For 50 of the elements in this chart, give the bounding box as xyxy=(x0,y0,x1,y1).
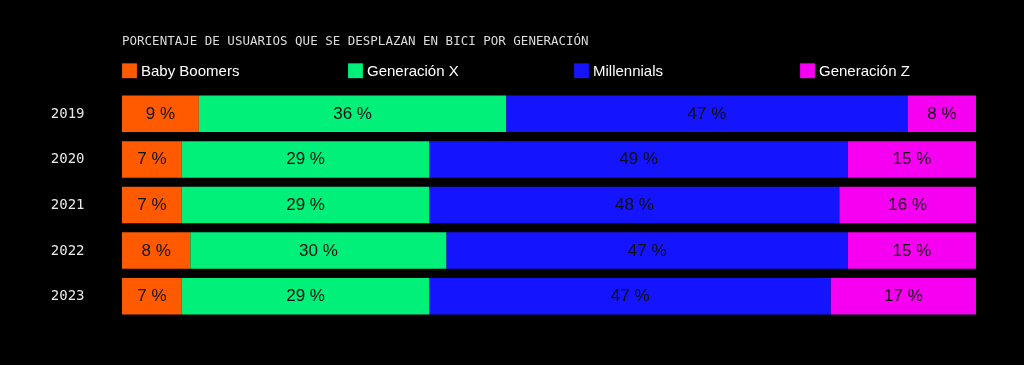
bar xyxy=(429,186,840,224)
data-label: 15 % xyxy=(892,149,932,169)
data-label: 9 % xyxy=(145,103,176,123)
bar xyxy=(429,277,831,315)
data-label: 29 % xyxy=(286,149,325,169)
bar xyxy=(181,186,430,224)
data-label: 15 % xyxy=(892,240,932,260)
data-label: 36 % xyxy=(333,103,372,123)
bar xyxy=(847,232,976,269)
bar xyxy=(830,277,976,315)
bar xyxy=(839,186,976,224)
data-label: 17 % xyxy=(884,286,923,306)
y-tick-label: 2021 xyxy=(50,196,85,212)
bar xyxy=(122,141,182,178)
data-label: 30 % xyxy=(299,240,338,260)
data-label: 7 % xyxy=(137,286,167,306)
legend-label: Millennials xyxy=(593,61,664,79)
data-label: 49 % xyxy=(619,149,659,169)
bar xyxy=(429,141,848,178)
bar xyxy=(181,277,430,315)
data-label: 47 % xyxy=(687,103,727,123)
bar xyxy=(122,277,182,315)
data-label: 8 % xyxy=(927,103,957,123)
data-label: 47 % xyxy=(627,240,667,260)
data-label: 7 % xyxy=(137,149,167,169)
data-label: 29 % xyxy=(286,195,325,214)
bar xyxy=(181,141,430,178)
legend-label: Generación X xyxy=(367,61,459,79)
bar xyxy=(122,95,199,133)
chart-title: PORCENTAJE DE USUARIOS QUE SE DESPLAZAN EN BICI POR GENERACIÓN xyxy=(122,32,589,48)
bar xyxy=(506,95,908,133)
y-tick-label: 2020 xyxy=(50,150,85,167)
bar xyxy=(847,141,976,178)
data-label: 47 % xyxy=(610,286,650,306)
data-label: 8 % xyxy=(141,240,171,260)
data-label: 7 % xyxy=(137,195,167,214)
bar xyxy=(198,95,507,133)
bar xyxy=(122,186,182,224)
bar xyxy=(446,232,848,269)
bar xyxy=(190,232,447,269)
bar xyxy=(122,232,191,269)
y-tick-label: 2022 xyxy=(50,241,85,258)
y-tick-label: 2023 xyxy=(50,287,85,304)
data-label: 29 % xyxy=(286,286,325,306)
legend-label: Baby Boomers xyxy=(141,61,240,79)
legend-label: Generación Z xyxy=(819,61,910,79)
y-tick-label: 2019 xyxy=(50,104,85,121)
data-label: 48 % xyxy=(615,195,654,214)
bar xyxy=(907,95,976,133)
data-label: 16 % xyxy=(888,195,928,214)
